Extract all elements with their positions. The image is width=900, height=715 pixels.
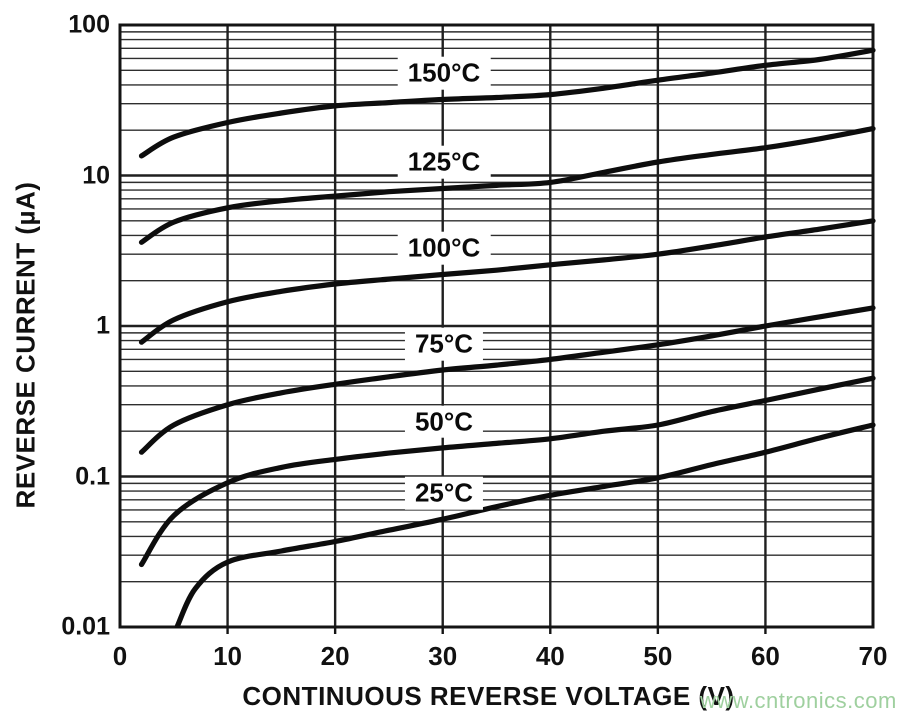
curve-label-25c: 25°C [404, 476, 484, 510]
watermark: www.cntronics.com [700, 688, 897, 713]
curve-label-50c: 50°C [404, 405, 484, 439]
curve-label-125c: 125°C [397, 146, 491, 179]
x-tick-label: 30 [428, 641, 458, 671]
y-tick-label: 10 [82, 161, 110, 189]
curve-label-150c: 150°C [397, 57, 491, 90]
curve-50c [138, 375, 876, 568]
curve-150c [138, 47, 876, 159]
y-tick-label: 1 [96, 311, 110, 340]
curve-label-100c: 100°C [397, 232, 491, 265]
y-tick-label: 0.01 [61, 612, 110, 641]
x-axis-title: CONTINUOUS REVERSE VOLTAGE (V) [242, 681, 735, 711]
curve-125c [138, 126, 876, 245]
y-tick-label: 100 [68, 10, 110, 39]
x-tick-label: 40 [535, 641, 565, 671]
y-tick-label: 0.1 [75, 462, 110, 490]
curve-label-75c: 75°C [404, 327, 484, 361]
x-tick-label: 0 [112, 641, 128, 671]
x-tick-label: 20 [320, 641, 350, 671]
x-tick-label: 60 [750, 641, 780, 671]
curve-75c [138, 305, 876, 455]
plot-frame [118, 23, 875, 629]
x-tick-label: 10 [213, 641, 243, 671]
x-tick-label: 50 [643, 641, 673, 671]
y-axis-title: REVERSE CURRENT (µA) [10, 181, 41, 509]
curve-100c [138, 218, 876, 345]
curve-25c [174, 422, 876, 628]
x-tick-label: 70 [858, 641, 888, 671]
